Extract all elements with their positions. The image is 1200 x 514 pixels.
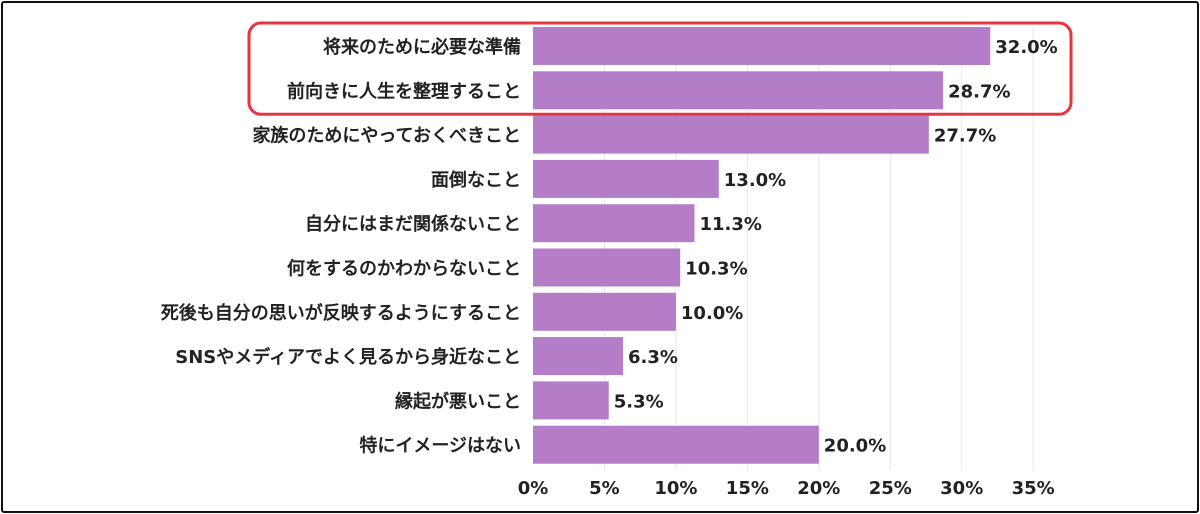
highlight-box: [247, 21, 1073, 116]
category-label: 特にイメージはない: [359, 435, 521, 457]
bar: [533, 115, 929, 154]
value-label: 10.3%: [685, 259, 747, 280]
category-labels: 将来のために必要な準備前向きに人生を整理すること家族のためにやっておくべきこと面…: [161, 36, 521, 457]
bar: [533, 248, 681, 287]
bar: [533, 27, 991, 65]
x-tick-label: 10%: [654, 478, 697, 499]
bar: [533, 71, 944, 110]
bar-chart: 将来のために必要な準備前向きに人生を整理すること家族のためにやっておくべきこと面…: [161, 21, 1073, 499]
x-tick-label: 0%: [518, 478, 549, 499]
bar: [533, 425, 819, 464]
bars: [533, 27, 991, 464]
x-tick-label: 20%: [797, 478, 840, 499]
category-label: SNSやメディアでよく見るから身近なこと: [175, 346, 521, 368]
category-label: 縁起が悪いこと: [395, 390, 521, 412]
value-label: 20.0%: [824, 436, 886, 457]
x-tick-label: 35%: [1012, 478, 1055, 499]
bar: [533, 204, 695, 243]
category-label: 何をするのかわからないこと: [287, 258, 521, 280]
x-tick-label: 5%: [589, 478, 620, 499]
category-label: 前向きに人生を整理すること: [287, 80, 521, 102]
value-labels: 32.0% 28.7% 27.7% 13.0% 11.3% 10.3% 10.0% 6.3% 5…: [614, 37, 1058, 457]
value-label: 27.7%: [934, 126, 996, 147]
category-label: 自分にはまだ関係ないこと: [305, 213, 521, 235]
x-tick-label: 15%: [726, 478, 769, 499]
category-label: 死後も自分の思いが反映するようにすること: [161, 302, 521, 324]
value-label: 10.0%: [681, 303, 743, 324]
value-label: 28.7%: [948, 81, 1010, 102]
x-axis-ticks: 0% 5% 10% 15% 20% 25% 30% 35%: [518, 478, 1055, 499]
value-label: 11.3%: [699, 214, 761, 235]
value-label: 6.3%: [628, 347, 678, 368]
bar: [533, 337, 624, 376]
category-label: 面倒なこと: [431, 170, 521, 191]
category-label: 将来のために必要な準備: [323, 36, 521, 58]
highlight-layer: [247, 21, 1073, 116]
bar: [533, 159, 719, 198]
bar: [533, 292, 676, 331]
x-tick-label: 30%: [940, 478, 983, 499]
value-label: 13.0%: [724, 170, 786, 191]
x-tick-label: 25%: [869, 478, 912, 499]
value-label: 32.0%: [995, 37, 1057, 58]
category-label: 家族のためにやっておくべきこと: [252, 125, 521, 147]
bar: [533, 381, 609, 420]
value-label: 5.3%: [614, 391, 664, 412]
